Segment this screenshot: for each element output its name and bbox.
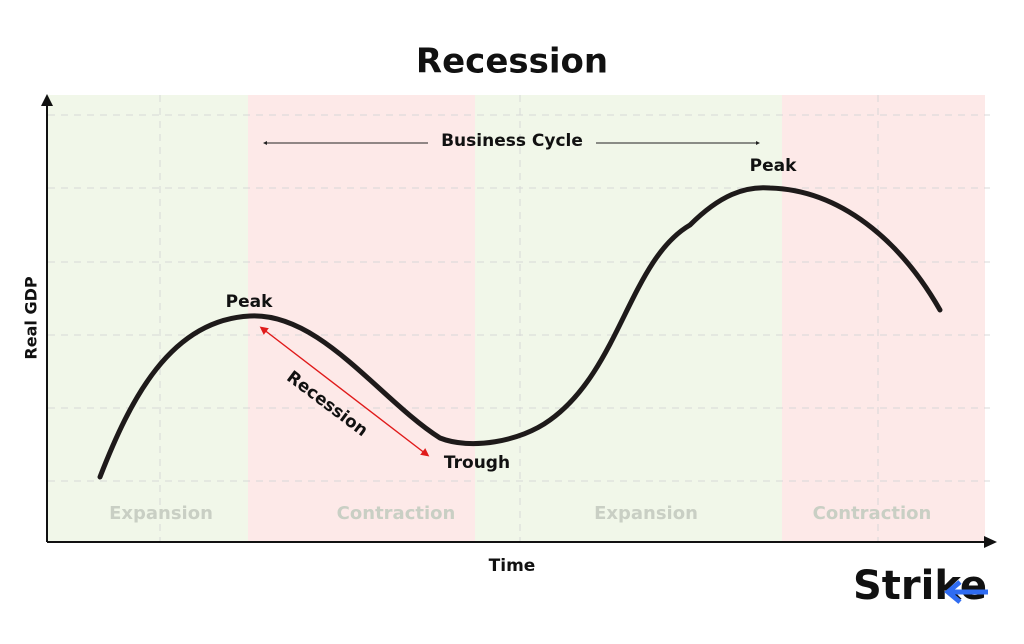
phase-backgrounds xyxy=(48,95,985,542)
phase-label: Expansion xyxy=(109,503,213,524)
expansion-band xyxy=(475,95,782,542)
recession-arrow xyxy=(259,326,430,457)
contraction-band xyxy=(782,95,985,542)
x-axis-arrow xyxy=(984,536,997,548)
phase-label: Expansion xyxy=(594,503,698,524)
peak-label: Peak xyxy=(226,292,273,312)
contraction-band xyxy=(248,95,475,542)
business-cycle-label: Business Cycle xyxy=(441,131,583,151)
logo: Strike xyxy=(853,563,987,609)
x-axis-label: Time xyxy=(489,556,536,576)
logo-arrow xyxy=(944,580,988,604)
expansion-band xyxy=(48,95,248,542)
trough-label: Trough xyxy=(444,453,510,473)
y-axis-arrow xyxy=(41,94,53,106)
peak-label: Peak xyxy=(750,156,797,176)
title: Recession xyxy=(416,42,608,82)
grid xyxy=(48,95,990,542)
phase-label: Contraction xyxy=(813,503,932,524)
y-axis-label: Real GDP xyxy=(22,276,41,359)
phase-label: Contraction xyxy=(337,503,456,524)
gdp-curve xyxy=(97,185,943,480)
